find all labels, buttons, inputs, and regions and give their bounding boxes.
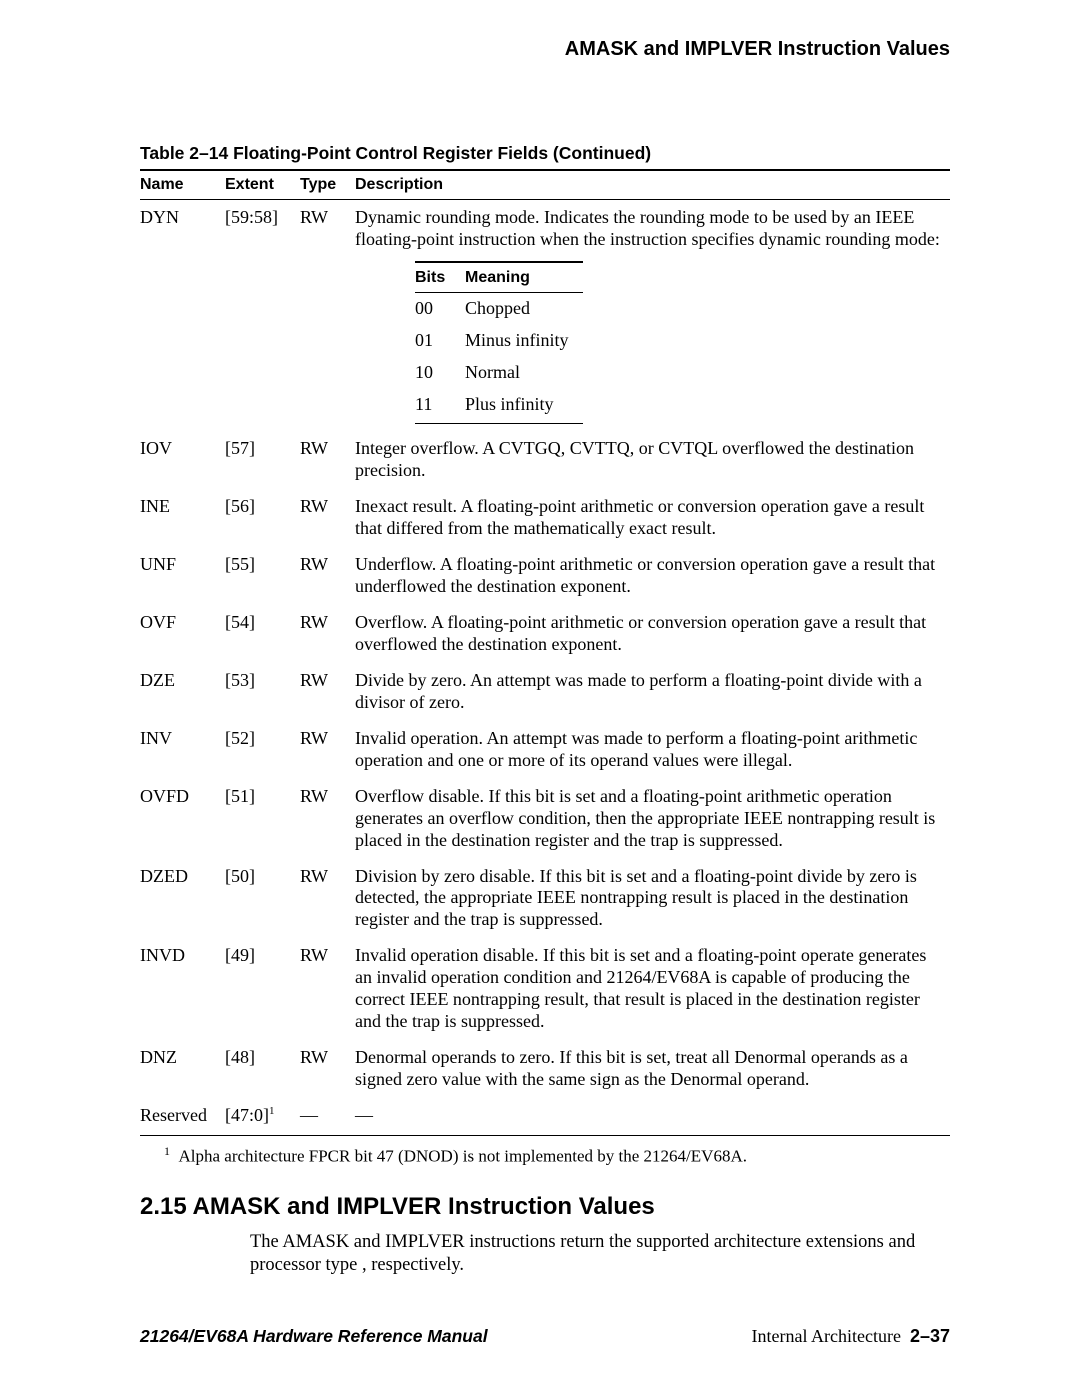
inner-th-bits: Bits bbox=[415, 262, 465, 293]
footer-left: 21264/EV68A Hardware Reference Manual bbox=[140, 1326, 488, 1347]
cell-type: RW bbox=[300, 605, 355, 663]
table-row: DNZ [48] RW Denormal operands to zero. I… bbox=[140, 1040, 950, 1098]
cell-name: OVF bbox=[140, 605, 225, 663]
dyn-desc-text: Dynamic rounding mode. Indicates the rou… bbox=[355, 207, 940, 249]
th-type: Type bbox=[300, 170, 355, 200]
cell-name: DZE bbox=[140, 663, 225, 721]
table-row: IOV [57] RW Integer overflow. A CVTGQ, C… bbox=[140, 431, 950, 489]
cell-extent: [49] bbox=[225, 938, 300, 1040]
cell-extent: [51] bbox=[225, 779, 300, 859]
footer-page-number: 2–37 bbox=[910, 1326, 950, 1346]
th-name: Name bbox=[140, 170, 225, 200]
cell-extent: [53] bbox=[225, 663, 300, 721]
running-head: AMASK and IMPLVER Instruction Values bbox=[140, 38, 950, 61]
cell-name: INV bbox=[140, 721, 225, 779]
cell-desc: Overflow. A floating-point arithmetic or… bbox=[355, 605, 950, 663]
footnote: 1 Alpha architecture FPCR bit 47 (DNOD) … bbox=[164, 1144, 950, 1167]
cell-name: OVFD bbox=[140, 779, 225, 859]
table-row: UNF [55] RW Underflow. A floating-point … bbox=[140, 547, 950, 605]
section-body: The AMASK and IMPLVER instructions retur… bbox=[250, 1231, 950, 1277]
cell-name: DYN bbox=[140, 200, 225, 432]
inner-cell-meaning: Minus infinity bbox=[465, 325, 583, 357]
table-row: OVFD [51] RW Overflow disable. If this b… bbox=[140, 779, 950, 859]
reserved-extent-sup: 1 bbox=[269, 1105, 275, 1117]
inner-cell-bits: 01 bbox=[415, 325, 465, 357]
cell-type: RW bbox=[300, 1040, 355, 1098]
cell-desc: Dynamic rounding mode. Indicates the rou… bbox=[355, 200, 950, 432]
cell-desc: Divide by zero. An attempt was made to p… bbox=[355, 663, 950, 721]
table-row: Reserved [47:0]1 — — bbox=[140, 1098, 950, 1135]
footer-right: Internal Architecture 2–37 bbox=[752, 1326, 950, 1347]
cell-type: RW bbox=[300, 721, 355, 779]
cell-desc: Invalid operation disable. If this bit i… bbox=[355, 938, 950, 1040]
cell-desc: — bbox=[355, 1098, 950, 1135]
dyn-inner-table: Bits Meaning 00 Chopped 01 Minus i bbox=[415, 261, 583, 424]
inner-row: 00 Chopped bbox=[415, 293, 583, 325]
page-footer: 21264/EV68A Hardware Reference Manual In… bbox=[140, 1326, 950, 1347]
th-extent: Extent bbox=[225, 170, 300, 200]
cell-desc: Underflow. A floating-point arithmetic o… bbox=[355, 547, 950, 605]
table-row: DYN [59:58] RW Dynamic rounding mode. In… bbox=[140, 200, 950, 432]
cell-name: UNF bbox=[140, 547, 225, 605]
inner-cell-meaning: Normal bbox=[465, 357, 583, 389]
table-row: OVF [54] RW Overflow. A floating-point a… bbox=[140, 605, 950, 663]
cell-extent: [57] bbox=[225, 431, 300, 489]
cell-extent: [56] bbox=[225, 489, 300, 547]
cell-type: RW bbox=[300, 200, 355, 432]
table-row: INV [52] RW Invalid operation. An attemp… bbox=[140, 721, 950, 779]
cell-type: RW bbox=[300, 431, 355, 489]
cell-name: DZED bbox=[140, 859, 225, 939]
cell-extent: [52] bbox=[225, 721, 300, 779]
footnote-text: Alpha architecture FPCR bit 47 (DNOD) is… bbox=[179, 1147, 747, 1166]
table-row: DZE [53] RW Divide by zero. An attempt w… bbox=[140, 663, 950, 721]
inner-cell-bits: 11 bbox=[415, 389, 465, 423]
cell-desc: Integer overflow. A CVTGQ, CVTTQ, or CVT… bbox=[355, 431, 950, 489]
cell-extent: [59:58] bbox=[225, 200, 300, 432]
cell-type: — bbox=[300, 1098, 355, 1135]
inner-row: 11 Plus infinity bbox=[415, 389, 583, 423]
cell-name: INE bbox=[140, 489, 225, 547]
section-heading: 2.15 AMASK and IMPLVER Instruction Value… bbox=[140, 1193, 950, 1221]
cell-type: RW bbox=[300, 547, 355, 605]
th-desc: Description bbox=[355, 170, 950, 200]
cell-name: INVD bbox=[140, 938, 225, 1040]
inner-cell-meaning: Chopped bbox=[465, 293, 583, 325]
reserved-extent-base: [47:0] bbox=[225, 1105, 269, 1125]
table-header-row: Name Extent Type Description bbox=[140, 170, 950, 200]
cell-type: RW bbox=[300, 663, 355, 721]
cell-desc: Invalid operation. An attempt was made t… bbox=[355, 721, 950, 779]
inner-cell-meaning: Plus infinity bbox=[465, 389, 583, 423]
cell-type: RW bbox=[300, 938, 355, 1040]
footer-right-label: Internal Architecture bbox=[752, 1326, 901, 1346]
fpcr-table: Name Extent Type Description DYN [59:58]… bbox=[140, 169, 950, 1136]
cell-extent: [50] bbox=[225, 859, 300, 939]
cell-extent: [55] bbox=[225, 547, 300, 605]
cell-extent: [47:0]1 bbox=[225, 1098, 300, 1135]
inner-row: 10 Normal bbox=[415, 357, 583, 389]
cell-desc: Overflow disable. If this bit is set and… bbox=[355, 779, 950, 859]
cell-desc: Denormal operands to zero. If this bit i… bbox=[355, 1040, 950, 1098]
table-row: DZED [50] RW Division by zero disable. I… bbox=[140, 859, 950, 939]
inner-th-meaning: Meaning bbox=[465, 262, 583, 293]
table-caption: Table 2–14 Floating-Point Control Regist… bbox=[140, 143, 950, 164]
table-row: INE [56] RW Inexact result. A floating-p… bbox=[140, 489, 950, 547]
cell-type: RW bbox=[300, 489, 355, 547]
footnote-marker: 1 bbox=[164, 1144, 170, 1158]
inner-cell-bits: 10 bbox=[415, 357, 465, 389]
page: AMASK and IMPLVER Instruction Values Tab… bbox=[0, 0, 1080, 1397]
inner-cell-bits: 00 bbox=[415, 293, 465, 325]
cell-name: DNZ bbox=[140, 1040, 225, 1098]
cell-name: IOV bbox=[140, 431, 225, 489]
cell-desc: Inexact result. A floating-point arithme… bbox=[355, 489, 950, 547]
cell-type: RW bbox=[300, 779, 355, 859]
cell-desc: Division by zero disable. If this bit is… bbox=[355, 859, 950, 939]
cell-type: RW bbox=[300, 859, 355, 939]
cell-name: Reserved bbox=[140, 1098, 225, 1135]
cell-extent: [48] bbox=[225, 1040, 300, 1098]
inner-row: 01 Minus infinity bbox=[415, 325, 583, 357]
inner-header-row: Bits Meaning bbox=[415, 262, 583, 293]
table-row: INVD [49] RW Invalid operation disable. … bbox=[140, 938, 950, 1040]
cell-extent: [54] bbox=[225, 605, 300, 663]
